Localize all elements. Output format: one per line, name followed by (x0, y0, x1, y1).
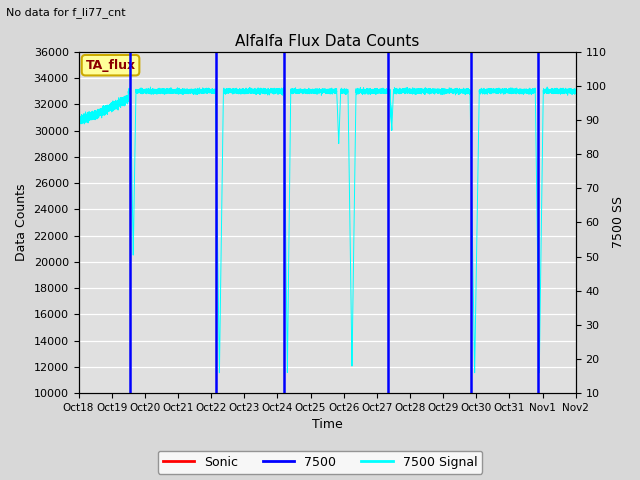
Legend: Sonic, 7500, 7500 Signal: Sonic, 7500, 7500 Signal (158, 451, 482, 474)
Title: Alfalfa Flux Data Counts: Alfalfa Flux Data Counts (235, 34, 419, 49)
Text: TA_flux: TA_flux (86, 59, 136, 72)
Y-axis label: Data Counts: Data Counts (15, 184, 28, 261)
Y-axis label: 7500 SS: 7500 SS (612, 196, 625, 249)
Text: No data for f_li77_cnt: No data for f_li77_cnt (6, 7, 126, 18)
X-axis label: Time: Time (312, 419, 342, 432)
